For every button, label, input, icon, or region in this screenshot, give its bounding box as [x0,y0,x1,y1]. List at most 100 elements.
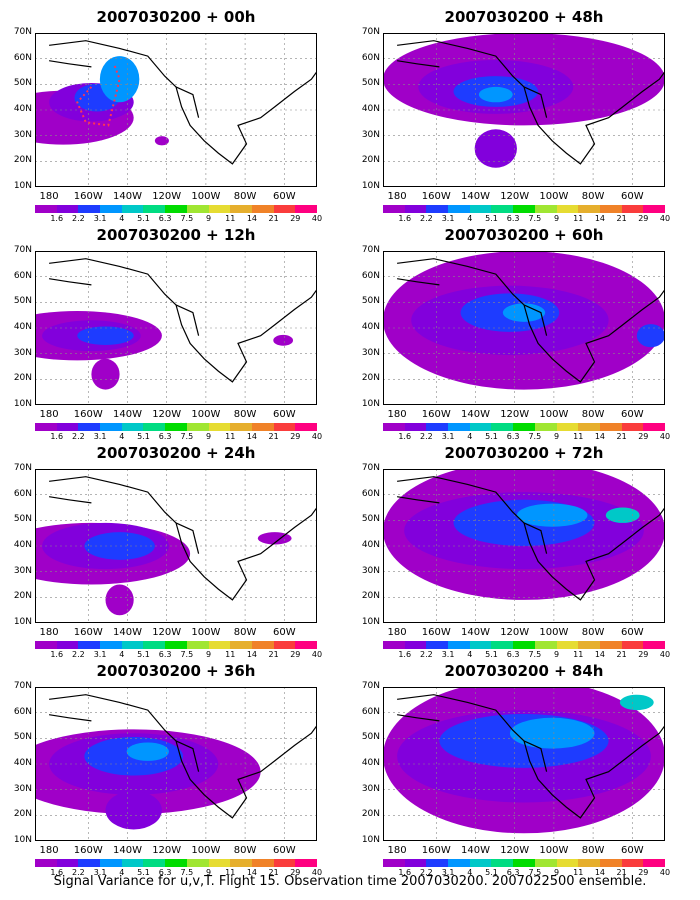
x-tick-label: 100W [191,627,221,638]
coastline [397,258,665,383]
y-tick-label: 20N [13,809,32,820]
y-tick-label: 50N [13,732,32,743]
x-tick-label: 140W [112,191,142,202]
colorbar-swatch [621,859,644,867]
x-tick-label: 120W [500,845,530,856]
y-tick-label: 70N [13,463,32,473]
colorbar-swatch [251,641,275,649]
colorbar-swatch [469,423,492,431]
colorbar-swatch [513,423,536,431]
colorbar-swatch [100,205,123,213]
colorbar-swatch [230,859,253,867]
y-tick-label: 10N [361,181,380,191]
colorbar-swatch [491,859,514,867]
panel-title: 2007030200 + 84h [444,662,604,680]
x-tick-label: 60W [620,409,644,420]
colorbar-label: 1.6 [50,650,64,659]
x-tick-label: 100W [191,845,221,856]
x-tick-label: 180 [39,845,59,856]
colorbar-label: 7.5 [180,868,194,877]
colorbar-label: 21 [616,432,627,441]
x-tick-label: 140W [460,191,490,202]
heatmap-plot [383,33,665,187]
x-tick-label: 60W [272,627,296,638]
colorbar-swatch [143,423,166,431]
colorbar-swatch [448,205,471,213]
panel-title: 2007030200 + 60h [444,226,604,244]
colorbar-swatch [556,641,579,649]
colorbar-label: 21 [268,432,279,441]
x-tick-label: 120W [500,191,530,202]
variance-contour [99,56,140,103]
colorbar-swatch [491,423,514,431]
x-tick-label: 80W [581,191,605,202]
y-tick-label: 20N [361,155,380,166]
x-tick-label: 160W [421,845,451,856]
y-tick-label: 30N [361,347,380,358]
colorbar-label: 9 [205,650,212,659]
y-tick-label: 40N [361,322,380,332]
y-tick-label: 10N [361,835,380,845]
colorbar-label: 29 [638,650,649,659]
colorbar-label: 40 [659,650,671,659]
colorbar-label: 14 [594,650,606,659]
colorbar-label: 11 [225,650,236,659]
heatmap-plot [383,469,665,623]
colorbar-label: 9 [205,214,212,223]
y-tick-label: 30N [361,783,380,794]
colorbar-swatch [643,423,666,431]
colorbar-swatch [295,205,318,213]
colorbar-label: 3.1 [441,650,455,659]
colorbar-swatch [556,423,579,431]
colorbar-swatch [426,205,449,213]
colorbar-swatch [448,641,471,649]
x-tick-label: 140W [112,627,142,638]
colorbar-label: 7.5 [180,432,194,441]
colorbar-label: 14 [594,214,606,223]
colorbar-swatch [404,859,427,867]
colorbar-label: 2.2 [420,214,433,223]
x-tick-label: 80W [233,409,257,420]
colorbar-label: 11 [573,650,584,659]
colorbar-swatch [295,423,318,431]
panel-title: 2007030200 + 00h [96,8,256,26]
y-tick-label: 50N [361,732,380,743]
colorbar-label: 7.5 [528,650,542,659]
x-tick-label: 100W [539,627,569,638]
colorbar-label: 1.6 [398,214,412,223]
x-tick-label: 180 [387,191,407,202]
colorbar-label: 29 [638,868,649,877]
colorbar-swatch [35,423,58,431]
colorbar-label: 4 [119,650,125,659]
variance-contour [502,303,546,322]
y-tick-label: 10N [361,399,380,409]
colorbar-swatch [143,205,166,213]
colorbar-swatch [165,859,188,867]
colorbar-swatch [35,859,58,867]
colorbar [383,859,666,867]
colorbar-label: 2.2 [72,868,85,877]
colorbar-swatch [100,423,123,431]
flight-track [76,63,121,127]
colorbar-swatch [556,205,579,213]
coastline [49,258,317,383]
colorbar-label: 29 [290,432,301,441]
x-tick-label: 100W [539,191,569,202]
variance-contour [478,86,513,103]
panel-title: 2007030200 + 24h [96,444,256,462]
colorbar-label: 2.2 [72,432,85,441]
colorbar-swatch [165,205,188,213]
y-tick-label: 20N [361,809,380,820]
colorbar-label: 7.5 [180,214,194,223]
y-tick-label: 50N [13,78,32,89]
colorbar-swatch [469,205,492,213]
x-tick-label: 160W [73,627,103,638]
colorbar-swatch [35,641,58,649]
colorbar-label: 6.3 [506,214,520,223]
y-tick-label: 50N [361,514,380,525]
colorbar-label: 21 [268,650,279,659]
colorbar-swatch [208,423,231,431]
x-tick-label: 60W [272,191,296,202]
x-tick-label: 120W [152,627,182,638]
colorbar-label: 14 [594,868,606,877]
